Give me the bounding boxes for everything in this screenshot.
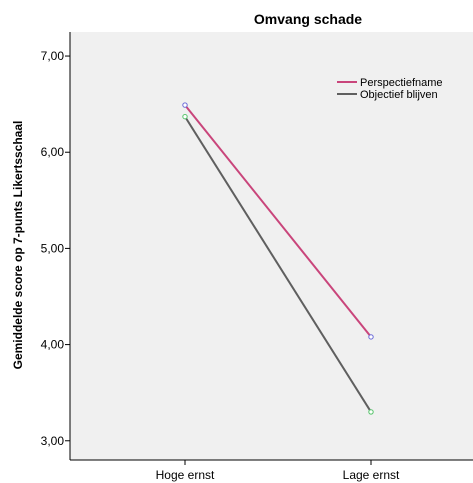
x-tick-label: Hoge ernst — [156, 468, 215, 482]
data-point — [182, 102, 188, 108]
data-point — [368, 409, 374, 415]
y-tick-label: 3,00 — [41, 434, 65, 448]
series-group — [182, 102, 374, 415]
y-tick-label: 7,00 — [41, 49, 65, 63]
plot-area — [70, 32, 473, 460]
series-line — [184, 104, 372, 338]
data-point — [368, 334, 374, 340]
data-point — [182, 113, 188, 120]
x-tick-label: Lage ernst — [343, 468, 400, 482]
y-tick-label: 6,00 — [41, 145, 65, 159]
y-tick-label: 5,00 — [41, 241, 65, 255]
legend-label: Objectief blijven — [360, 89, 438, 101]
chart-title: Omvang schade — [254, 11, 362, 27]
y-ticks: 3,00 4,00 5,00 6,00 7,00 — [41, 49, 70, 448]
x-ticks: Hoge ernst Lage ernst — [156, 460, 400, 482]
legend-label: Perspectiefname — [360, 77, 443, 89]
series-line — [184, 116, 372, 413]
y-axis-label: Gemiddelde score op 7-punts Likertsschaa… — [11, 121, 25, 370]
y-tick-label: 4,00 — [41, 338, 65, 352]
